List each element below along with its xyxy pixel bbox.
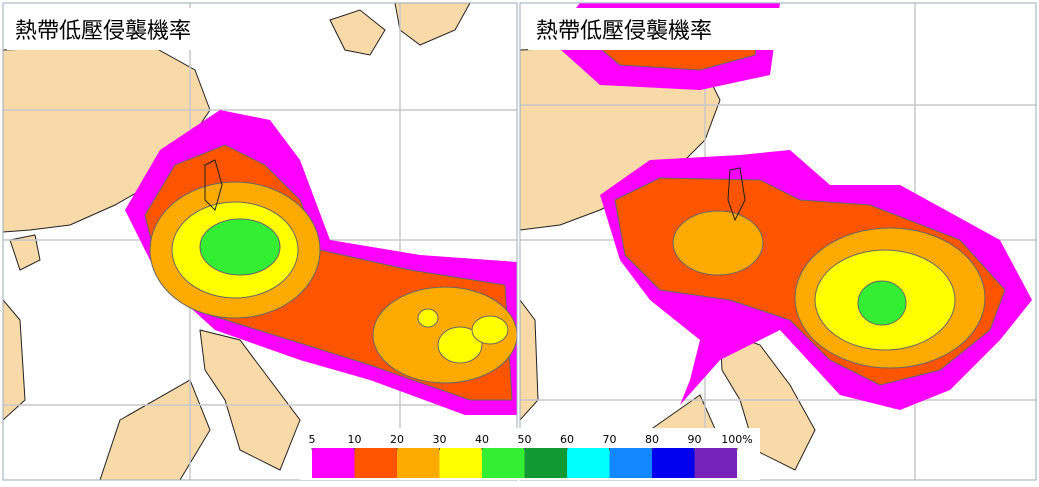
legend-tick-label: 10: [348, 433, 362, 446]
legend: 5 10 20 30 40 50 60 70 80 90 100%: [309, 433, 753, 478]
left-map: [3, 3, 517, 480]
legend-swatch: [354, 448, 397, 478]
legend-swatch: [652, 448, 695, 478]
legend-tick-label: 50: [518, 433, 532, 446]
legend-swatch: [439, 448, 482, 478]
legend-swatch: [397, 448, 440, 478]
right-map: [520, 3, 1036, 480]
panel-title: 熱帶低壓侵襲機率: [536, 19, 712, 44]
legend-tick-label: 5: [309, 433, 316, 446]
legend-tick-label: 20: [390, 433, 404, 446]
left-frame: [2, 2, 518, 481]
legend-swatch: [524, 448, 567, 478]
legend-tick-label: 70: [603, 433, 617, 446]
legend-swatch: [482, 448, 525, 478]
legend-tick-label: 100%: [721, 433, 752, 446]
legend-swatch: [567, 448, 610, 478]
legend-tick-label: 90: [688, 433, 702, 446]
legend-tick-label: 40: [475, 433, 489, 446]
legend-swatch: [694, 448, 737, 478]
legend-tick-label: 80: [645, 433, 659, 446]
panel-title: 熱帶低壓侵襲機率: [15, 19, 191, 44]
legend-swatch: [312, 448, 355, 478]
legend-swatch: [609, 448, 652, 478]
legend-tick-label: 30: [433, 433, 447, 446]
right-frame: [519, 2, 1037, 481]
title-box: [7, 8, 242, 50]
legend-tick-label: 60: [560, 433, 574, 446]
title-box: [528, 8, 780, 50]
